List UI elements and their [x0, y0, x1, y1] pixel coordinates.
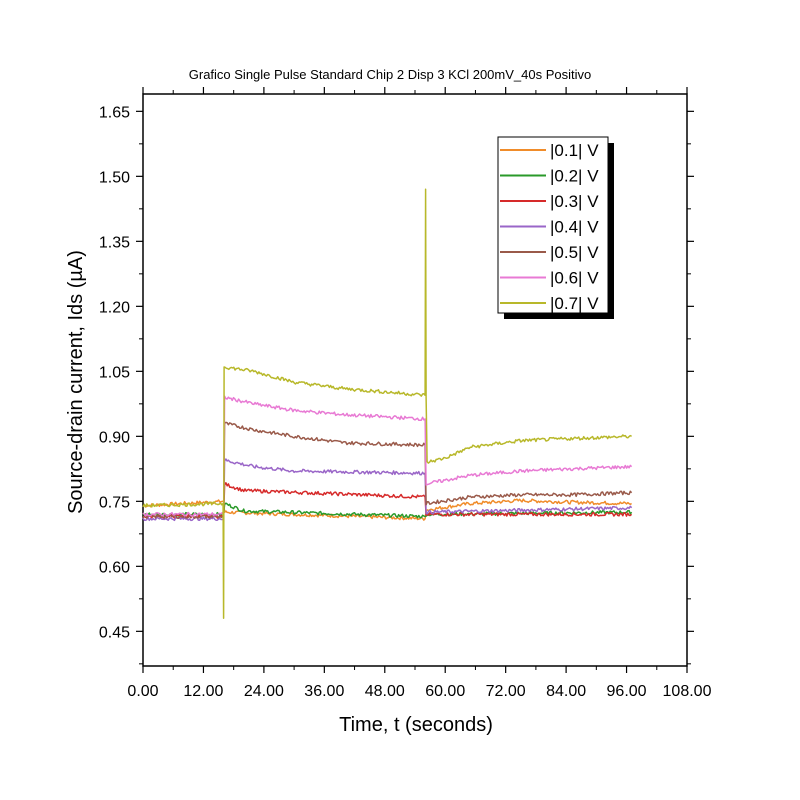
legend-label: |0.3| V: [550, 192, 599, 211]
chart-title: Grafico Single Pulse Standard Chip 2 Dis…: [189, 67, 592, 82]
x-tick-label: 12.00: [183, 683, 223, 700]
legend: |0.1| V |0.2| V |0.3| V |0.4| V |0.5| V |0.6|…: [497, 136, 614, 319]
axis-layer: 0.00 12.00 24.00 36.00 48.00 60.00 72.00 84.00 9…: [99, 87, 712, 700]
legend-box: [497, 136, 609, 314]
series-line-6: [142, 395, 633, 517]
x-tick-label: 48.00: [365, 683, 405, 700]
x-tick-label: 36.00: [304, 683, 344, 700]
legend-label: |0.7| V: [550, 294, 599, 313]
x-tick-label: 0.00: [127, 683, 158, 700]
legend-label: |0.5| V: [550, 243, 599, 262]
legend-label: |0.4| V: [550, 218, 599, 237]
y-tick-label: 1.35: [99, 234, 130, 251]
x-tick-label: 60.00: [425, 683, 465, 700]
y-tick-label: 0.45: [99, 624, 130, 641]
legend-items: |0.1| V |0.2| V |0.3| V |0.4| V |0.5| V |0.6|…: [500, 141, 599, 313]
y-tick-label: 0.75: [99, 494, 130, 511]
y-tick-label: 0.60: [99, 559, 130, 576]
y-axis-title: Source-drain current, Ids (µA): [65, 250, 87, 514]
legend-label: |0.1| V: [550, 141, 599, 160]
x-tick-label: 96.00: [607, 683, 647, 700]
y-tick-label: 0.90: [99, 429, 130, 446]
series-line-4: [142, 458, 633, 522]
y-tick-label: 1.50: [99, 169, 130, 186]
series-layer: [142, 188, 633, 620]
legend-label: |0.2| V: [550, 167, 599, 186]
x-tick-label: 108.00: [663, 683, 712, 700]
y-tick-label: 1.20: [99, 299, 130, 316]
legend-label: |0.6| V: [550, 269, 599, 288]
x-axis-title: Time, t (seconds): [339, 714, 493, 736]
x-tick-label: 24.00: [244, 683, 284, 700]
y-tick-label: 1.65: [99, 104, 130, 121]
x-tick-label: 72.00: [486, 683, 526, 700]
x-tick-label: 84.00: [546, 683, 586, 700]
y-tick-label: 1.05: [99, 364, 130, 381]
series-line-7: [142, 188, 632, 620]
